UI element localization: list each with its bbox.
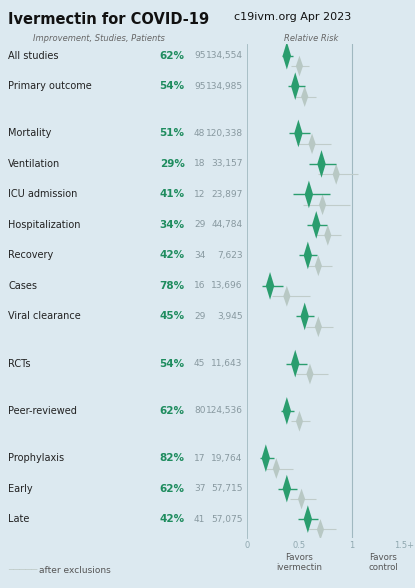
Text: 37: 37 (194, 484, 205, 493)
Text: 41%: 41% (159, 189, 185, 199)
Text: Late: Late (8, 514, 30, 524)
Text: 34: 34 (194, 251, 205, 260)
Text: Early: Early (8, 483, 33, 494)
Polygon shape (304, 242, 312, 269)
Text: 134,554: 134,554 (206, 51, 243, 60)
Polygon shape (296, 411, 303, 432)
Text: 11,643: 11,643 (211, 359, 243, 368)
Text: 33,157: 33,157 (211, 159, 243, 168)
Polygon shape (317, 519, 324, 540)
Text: after exclusions: after exclusions (39, 566, 111, 575)
Text: Ivermectin for COVID-19: Ivermectin for COVID-19 (8, 12, 210, 27)
Text: Primary outcome: Primary outcome (8, 81, 92, 91)
Text: Recovery: Recovery (8, 250, 54, 260)
Text: Viral clearance: Viral clearance (8, 312, 81, 322)
Text: 1: 1 (349, 541, 354, 550)
Text: Favors
control: Favors control (369, 553, 398, 572)
Polygon shape (294, 119, 303, 147)
Text: 124,536: 124,536 (206, 406, 243, 415)
Polygon shape (306, 363, 313, 385)
Polygon shape (283, 286, 290, 306)
Text: ICU admission: ICU admission (8, 189, 78, 199)
Polygon shape (304, 505, 312, 533)
Text: Improvement, Studies, Patients: Improvement, Studies, Patients (33, 34, 165, 43)
Text: 78%: 78% (159, 281, 185, 291)
Text: 80: 80 (194, 406, 205, 415)
Text: 62%: 62% (160, 406, 185, 416)
Text: RCTs: RCTs (8, 359, 31, 369)
Text: 0.5: 0.5 (293, 541, 306, 550)
Polygon shape (300, 303, 309, 330)
Text: 57,075: 57,075 (211, 514, 243, 524)
Text: 1.5+: 1.5+ (395, 541, 415, 550)
Text: 95: 95 (194, 82, 205, 91)
Text: 134,985: 134,985 (206, 82, 243, 91)
Text: 16: 16 (194, 282, 205, 290)
Polygon shape (308, 133, 316, 154)
Polygon shape (296, 56, 303, 76)
Text: 51%: 51% (160, 128, 185, 138)
Text: 18: 18 (194, 159, 205, 168)
Polygon shape (266, 272, 274, 300)
Text: 120,338: 120,338 (206, 129, 243, 138)
Text: Peer-reviewed: Peer-reviewed (8, 406, 77, 416)
Text: 19,764: 19,764 (211, 453, 243, 463)
Text: 41: 41 (194, 514, 205, 524)
Polygon shape (305, 181, 313, 208)
Polygon shape (261, 445, 270, 472)
Polygon shape (312, 211, 320, 239)
Text: 29: 29 (194, 220, 205, 229)
Polygon shape (283, 397, 291, 425)
Text: 54%: 54% (159, 359, 185, 369)
Text: 0: 0 (244, 541, 249, 550)
Polygon shape (298, 489, 305, 509)
Polygon shape (283, 42, 291, 69)
Text: Cases: Cases (8, 281, 37, 291)
Polygon shape (319, 195, 326, 215)
Text: All studies: All studies (8, 51, 59, 61)
Polygon shape (283, 475, 291, 503)
Polygon shape (315, 316, 322, 337)
Text: 62%: 62% (160, 483, 185, 494)
Text: 34%: 34% (159, 220, 185, 230)
Text: 57,715: 57,715 (211, 484, 243, 493)
Polygon shape (291, 72, 300, 100)
Text: 82%: 82% (160, 453, 185, 463)
Text: 44,784: 44,784 (212, 220, 243, 229)
Text: 95: 95 (194, 51, 205, 60)
Text: 13,696: 13,696 (211, 282, 243, 290)
Text: 7,623: 7,623 (217, 251, 243, 260)
Polygon shape (301, 86, 308, 107)
Text: Favors
ivermectin: Favors ivermectin (276, 553, 322, 572)
Text: 48: 48 (194, 129, 205, 138)
Text: 54%: 54% (159, 81, 185, 91)
Text: Hospitalization: Hospitalization (8, 220, 81, 230)
Polygon shape (317, 150, 326, 178)
Text: 17: 17 (194, 453, 205, 463)
Text: 42%: 42% (159, 250, 185, 260)
Text: 45: 45 (194, 359, 205, 368)
Text: 42%: 42% (159, 514, 185, 524)
Polygon shape (333, 164, 340, 185)
Text: Mortality: Mortality (8, 128, 52, 138)
Text: 45%: 45% (159, 312, 185, 322)
Text: c19ivm.org Apr 2023: c19ivm.org Apr 2023 (234, 12, 352, 22)
Text: Prophylaxis: Prophylaxis (8, 453, 64, 463)
Polygon shape (324, 225, 332, 246)
Text: Ventilation: Ventilation (8, 159, 61, 169)
Text: 3,945: 3,945 (217, 312, 243, 321)
Text: 62%: 62% (160, 51, 185, 61)
Text: 12: 12 (194, 190, 205, 199)
Text: 29%: 29% (160, 159, 185, 169)
Text: 29: 29 (194, 312, 205, 321)
Text: ─────: ───── (8, 565, 38, 576)
Polygon shape (273, 458, 280, 479)
Polygon shape (291, 350, 300, 377)
Polygon shape (315, 255, 322, 276)
Text: 23,897: 23,897 (211, 190, 243, 199)
Text: Relative Risk: Relative Risk (283, 34, 338, 43)
